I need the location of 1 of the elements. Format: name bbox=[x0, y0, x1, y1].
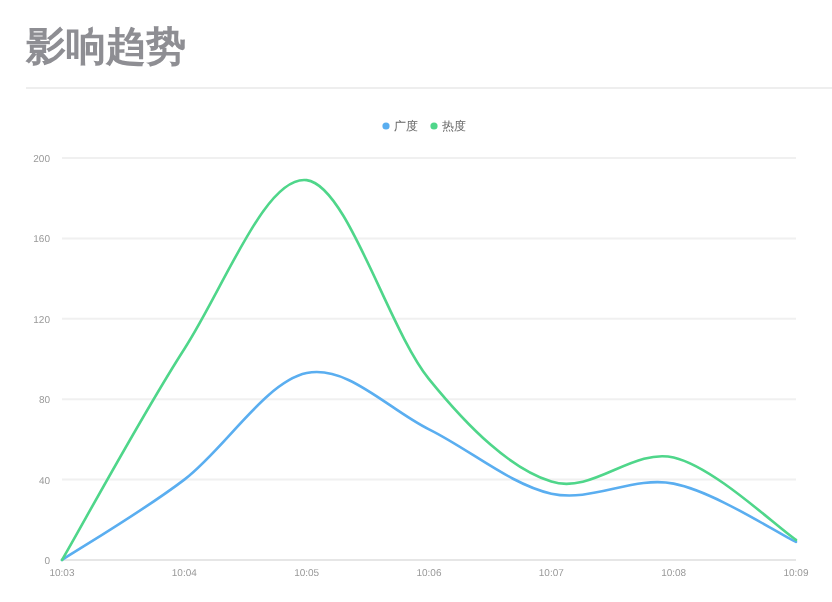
title: 影响趋势 bbox=[26, 26, 186, 70]
